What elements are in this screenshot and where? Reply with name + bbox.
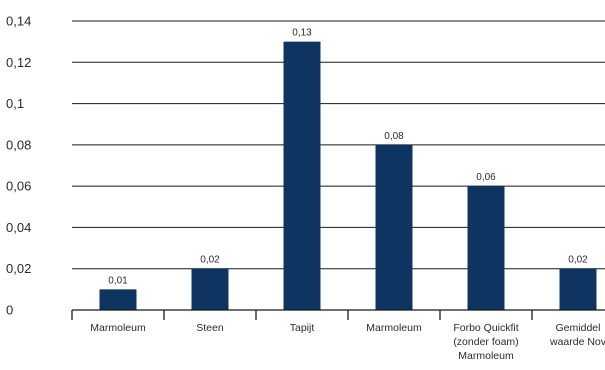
y-tick-label: 0,02 xyxy=(6,261,31,276)
x-category-label: Marmoleum xyxy=(366,322,422,334)
bar xyxy=(283,41,321,311)
x-category-label: Marmoleum xyxy=(90,322,146,334)
y-tick-label: 0,08 xyxy=(6,137,31,152)
x-category-label: Gemiddel waarde Nov xyxy=(549,322,605,348)
bar xyxy=(559,268,597,310)
x-category-label: Steen xyxy=(196,322,224,334)
bar xyxy=(467,186,505,310)
data-label: 0,08 xyxy=(384,131,404,142)
y-tick-label: 0,04 xyxy=(6,220,31,235)
x-category-label: Forbo Quickfit (zonder foam) Marmoleum xyxy=(453,322,518,362)
data-label: 0,01 xyxy=(108,275,128,286)
bar xyxy=(375,144,413,310)
y-axis-tick-labels: 0 0,02 0,04 0,06 0,08 0,1 0,12 0,14 xyxy=(6,14,31,318)
x-category-label: Tapijt xyxy=(290,322,315,334)
bar xyxy=(99,289,137,310)
data-label: 0,13 xyxy=(292,28,312,39)
bars xyxy=(99,41,597,311)
data-labels: 0,01 0,02 0,13 0,08 0,06 0,02 xyxy=(108,28,588,287)
y-tick-label: 0 xyxy=(6,303,13,318)
x-axis xyxy=(71,309,605,320)
data-label: 0,02 xyxy=(568,255,588,266)
y-tick-label: 0,06 xyxy=(6,179,31,194)
data-label: 0,06 xyxy=(476,172,496,183)
x-axis-category-labels: Marmoleum Steen Tapijt Marmoleum Forbo Quick… xyxy=(90,322,605,362)
y-tick-label: 0,14 xyxy=(6,14,31,29)
gridlines xyxy=(72,20,605,270)
data-label: 0,02 xyxy=(200,255,220,266)
bar xyxy=(191,268,229,310)
y-tick-label: 0,1 xyxy=(6,96,24,111)
y-tick-label: 0,12 xyxy=(6,55,31,70)
